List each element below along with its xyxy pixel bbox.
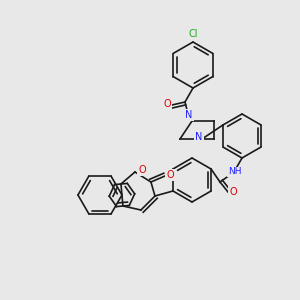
Text: NH: NH [228,167,242,176]
Text: O: O [138,165,146,175]
Text: Cl: Cl [188,29,198,39]
Text: N: N [195,132,203,142]
Text: O: O [166,170,174,180]
Text: O: O [229,187,237,197]
Text: N: N [185,110,193,120]
Text: O: O [163,99,171,109]
